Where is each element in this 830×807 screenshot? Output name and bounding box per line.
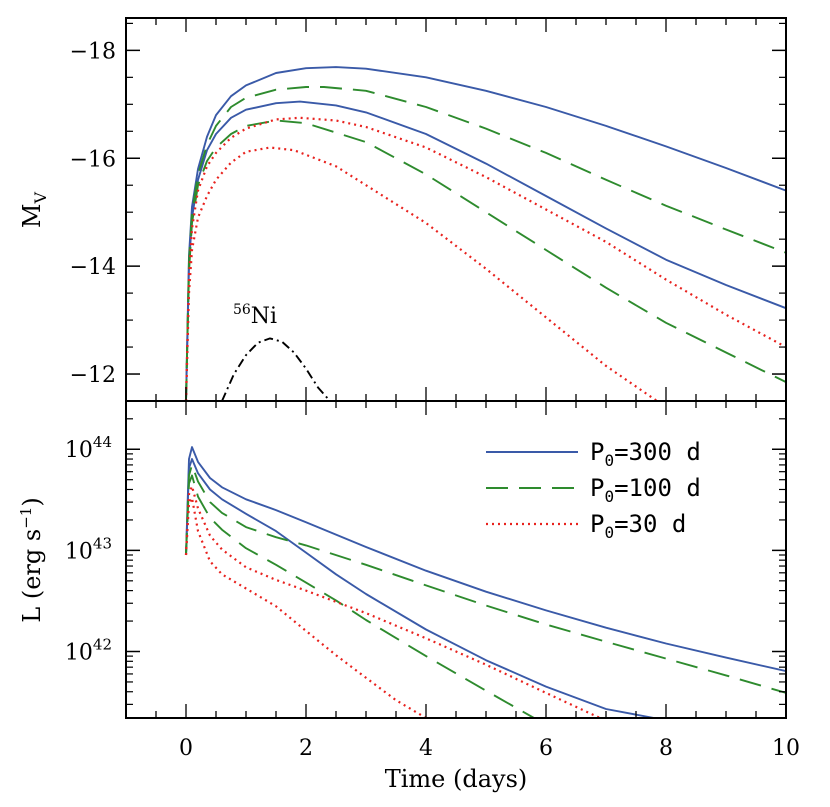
- ni56-annotation-label: Ni: [251, 304, 277, 329]
- top-y-tick-label: −14: [70, 255, 116, 280]
- top-y-axis-title-main: M: [18, 203, 46, 228]
- legend-label-value: =100 d: [614, 474, 701, 502]
- top-series-group: [184, 66, 786, 401]
- x-tick-label: 2: [299, 736, 313, 761]
- bottom-series-p0-300-d-1: [185, 458, 655, 718]
- bottom-series-p0-30-d-4: [184, 485, 601, 718]
- top-y-tick-label: −12: [70, 363, 116, 388]
- bottom-plot-frame: [125, 400, 787, 719]
- legend-label: P0=300 d: [590, 438, 701, 470]
- bottom-y-tick-label-base: 10: [65, 539, 93, 564]
- bottom-series-p0-100-d-3: [185, 474, 535, 718]
- x-tick-label: 4: [419, 736, 433, 761]
- legend-label-symbol: P: [590, 474, 604, 502]
- x-tick-label: 0: [179, 736, 193, 761]
- bottom-y-tick-label-base: 10: [65, 641, 93, 666]
- bottom-y-axis-title: L (erg s−1): [17, 497, 46, 622]
- top-series-p0-300-d-0: [185, 66, 786, 401]
- legend-label: P0=100 d: [590, 474, 701, 506]
- bottom-y-tick-label-exponent: 42: [93, 636, 112, 654]
- bottom-series-p0-30-d-5: [184, 496, 427, 718]
- bottom-series-p0-300-d-0: [185, 446, 786, 673]
- legend-label-subscript: 0: [604, 451, 614, 470]
- ni56-annotation-superscript: 56: [233, 302, 251, 318]
- legend-label-value: =300 d: [614, 438, 701, 466]
- top-ticks: −18 −16 −14 −12: [70, 18, 787, 402]
- bottom-y-tick-label: 1043: [65, 534, 112, 564]
- legend: P0=300 dP0=100 dP0=30 d: [486, 438, 701, 542]
- x-tick-label: 6: [539, 736, 553, 761]
- top-series-p0-300-d-1: [185, 100, 786, 401]
- top-y-axis-title: MV: [18, 191, 50, 228]
- bottom-y-axis-title-close: ): [18, 497, 46, 506]
- top-y-tick-label: −18: [70, 39, 116, 64]
- bottom-series-group: [184, 446, 786, 718]
- top-series-p0-100-d-3: [185, 119, 786, 401]
- bottom-y-axis-title-superscript: −1: [17, 507, 35, 529]
- legend-label-subscript: 0: [604, 523, 614, 542]
- bottom-y-tick-label-exponent: 43: [93, 534, 112, 552]
- top-y-axis-title-subscript: V: [31, 191, 50, 204]
- bottom-y-tick-label-base: 10: [65, 438, 93, 463]
- legend-label-symbol: P: [590, 510, 604, 538]
- bottom-y-axis-title-main: L (erg s: [18, 529, 46, 623]
- x-tick-label: 10: [772, 736, 800, 761]
- ni56-annotation: 56Ni: [233, 302, 277, 329]
- x-tick-label: 8: [659, 736, 673, 761]
- top-y-tick-label: −16: [70, 147, 116, 172]
- legend-label-symbol: P: [590, 438, 604, 466]
- legend-label-subscript: 0: [604, 487, 614, 506]
- legend-label: P0=30 d: [590, 510, 686, 542]
- bottom-series-p0-100-d-2: [185, 463, 786, 694]
- bottom-y-tick-label: 1042: [65, 636, 112, 666]
- top-panel: −18 −16 −14 −12 MV 56Ni: [18, 17, 787, 402]
- top-series-p0-30-d-4: [184, 116, 786, 401]
- top-series-p0-100-d-2: [185, 86, 786, 401]
- bottom-y-tick-label-exponent: 44: [93, 433, 112, 451]
- bottom-y-tick-label: 1044: [65, 433, 112, 463]
- top-series-56ni-6: [221, 337, 331, 401]
- x-axis-title: Time (days): [385, 765, 528, 793]
- legend-label-value: =30 d: [614, 510, 686, 538]
- top-plot-frame: [125, 17, 787, 402]
